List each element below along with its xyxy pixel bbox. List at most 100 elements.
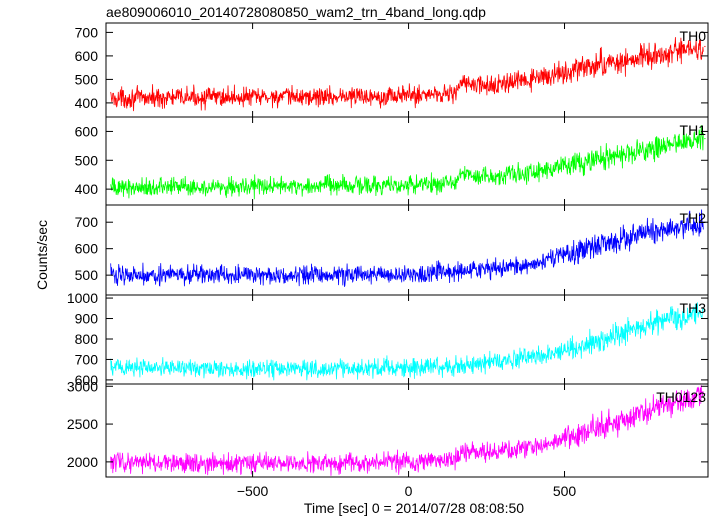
y-tick-label: 1000 <box>67 290 98 306</box>
series-trace-th0123 <box>110 385 704 476</box>
data-point <box>626 417 628 419</box>
data-point <box>111 187 113 189</box>
data-point <box>461 451 463 453</box>
data-point <box>461 82 463 84</box>
y-tick-label: 3000 <box>67 378 98 394</box>
data-point <box>657 322 659 324</box>
data-point <box>439 366 441 368</box>
data-point <box>439 459 441 461</box>
data-point <box>532 355 534 357</box>
panel-label: TH0123 <box>656 389 706 405</box>
data-point <box>408 94 410 96</box>
data-point <box>485 453 488 455</box>
data-point <box>283 462 285 464</box>
x-axis-label: Time [sec] 0 = 2014/07/28 08:08:50 <box>304 500 524 516</box>
chart-title: ae809006010_20140728080850_wam2_trn_4ban… <box>106 4 486 20</box>
y-axis-label: Counts/sec <box>34 220 50 290</box>
data-point <box>283 274 285 276</box>
x-tick-label: 0 <box>405 483 413 499</box>
data-point <box>470 270 472 272</box>
data-point <box>532 78 534 80</box>
data-point <box>345 368 347 370</box>
panels: 400 500 600 700 TH0 400 500 600 TH1 500 600 700 TH2 6… <box>67 22 709 478</box>
x-tick-label: 500 <box>553 483 577 499</box>
data-point <box>595 340 597 342</box>
data-point <box>595 245 597 247</box>
panel-th2: 500 600 700 TH2 <box>75 204 709 296</box>
y-tick-label: 600 <box>75 372 99 388</box>
y-tick-label: 700 <box>75 214 99 230</box>
data-point <box>220 274 222 276</box>
data-point <box>439 271 441 274</box>
panel-frame <box>105 383 709 478</box>
data-point <box>501 267 503 270</box>
data-point <box>158 462 160 464</box>
series-trace-th0 <box>110 37 704 112</box>
data-point <box>595 427 597 429</box>
data-point <box>485 175 488 177</box>
y-tick-label: 700 <box>75 351 99 367</box>
y-tick-label: 700 <box>75 24 99 40</box>
data-point <box>626 237 628 239</box>
data-point <box>657 230 659 233</box>
y-tick-label: 500 <box>75 71 99 87</box>
series-trace-th3 <box>110 302 704 381</box>
y-tick-label: 600 <box>75 48 99 64</box>
y-tick-label: 800 <box>75 331 99 347</box>
y-tick-label: 600 <box>75 241 99 257</box>
panel-th1: 400 500 600 TH1 <box>75 116 709 206</box>
data-point <box>532 171 534 173</box>
panel-frame <box>105 116 709 206</box>
data-point <box>563 438 566 440</box>
data-point <box>595 64 597 66</box>
data-point <box>408 461 410 463</box>
data-point <box>439 182 441 184</box>
panel-label: TH3 <box>680 300 707 316</box>
data-point <box>704 393 706 395</box>
data-point <box>408 367 410 369</box>
data-point <box>345 185 347 187</box>
data-point <box>563 349 566 351</box>
panel-th0123: 2000 2500 3000 TH0123 <box>67 378 709 478</box>
data-point <box>470 364 472 366</box>
data-point <box>704 45 706 48</box>
data-point <box>283 96 285 98</box>
data-point <box>657 406 659 408</box>
data-point <box>501 360 503 363</box>
data-point <box>408 184 410 186</box>
y-tick-label: 600 <box>75 123 99 139</box>
series-trace-th2 <box>110 209 704 287</box>
data-point <box>657 55 659 57</box>
data-point <box>158 367 160 369</box>
data-point <box>111 273 113 275</box>
y-tick-label: 500 <box>75 267 99 283</box>
data-point <box>532 446 534 448</box>
data-point <box>283 368 285 370</box>
data-point <box>111 97 113 99</box>
data-point <box>408 273 410 275</box>
data-point <box>485 85 488 88</box>
data-point <box>158 274 160 276</box>
x-axis-ticks: −500 0 500 <box>237 483 577 499</box>
data-point <box>563 254 566 256</box>
panel-label: TH2 <box>680 210 707 226</box>
data-point <box>220 462 222 464</box>
panel-th3: 600 700 800 900 1000 TH3 <box>67 290 709 388</box>
data-point <box>454 91 456 93</box>
y-tick-label: 400 <box>75 181 99 197</box>
y-tick-label: 2000 <box>67 454 98 470</box>
data-point <box>158 97 160 99</box>
data-point <box>345 274 347 276</box>
data-point <box>111 366 113 368</box>
data-point <box>220 185 222 187</box>
data-point <box>345 95 347 97</box>
data-point <box>704 310 706 312</box>
y-tick-label: 2500 <box>67 416 98 432</box>
panel-frame <box>105 204 709 296</box>
data-point <box>657 146 659 148</box>
data-point <box>345 462 347 464</box>
series-trace-th1 <box>110 125 704 200</box>
data-point <box>454 458 456 460</box>
y-tick-label: 400 <box>75 95 99 111</box>
